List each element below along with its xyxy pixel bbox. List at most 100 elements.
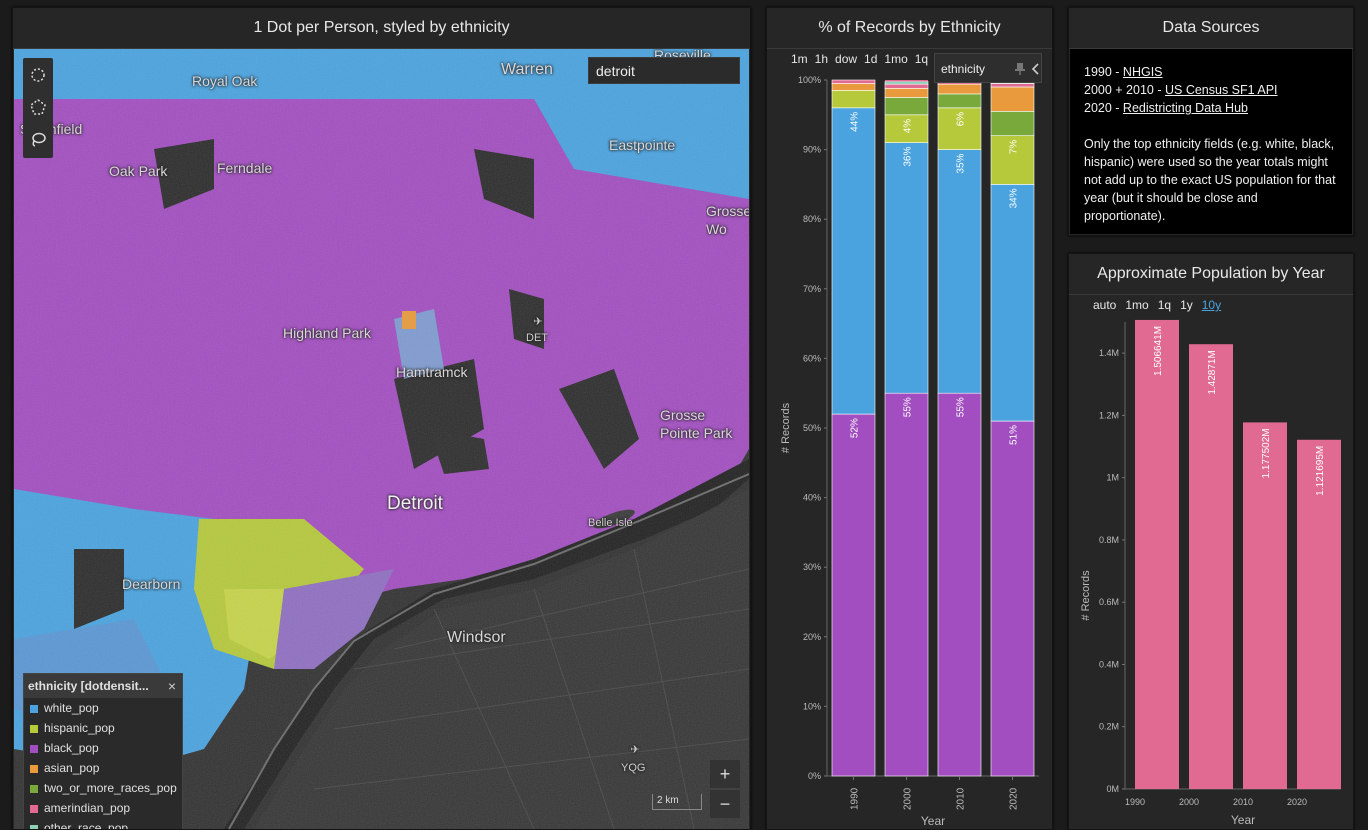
bar-segment-black_pop (831, 413, 876, 777)
legend-item-hispanic_pop[interactable]: hispanic_pop (24, 718, 182, 738)
bar-data-label: 52% (850, 418, 861, 438)
ethnicity-tab-dow[interactable]: dow (835, 52, 858, 66)
y-tick-label: 0.6M (1099, 597, 1119, 607)
x-tick-label: 2010 (956, 787, 967, 810)
x-tick-label: 2020 (1287, 797, 1307, 807)
legend-swatch (30, 744, 38, 753)
y-tick-label: 70% (803, 284, 821, 294)
legend-swatch (30, 804, 38, 813)
population-tab-auto[interactable]: auto (1093, 298, 1117, 312)
nhgis-link[interactable]: NHGIS (1122, 65, 1163, 79)
population-tab-1y[interactable]: 1y (1180, 298, 1193, 312)
y-tick-label: 50% (803, 423, 821, 433)
y-tick-label: 1.2M (1099, 410, 1119, 420)
y-tick-label: 80% (803, 214, 821, 224)
bar-data-label: 44% (850, 112, 861, 132)
legend-item-two_or_more_races_pop[interactable]: two_or_more_races_pop (24, 778, 182, 798)
ethnicity-tab-1q[interactable]: 1q (914, 52, 929, 66)
y-tick-label: 1M (1106, 473, 1119, 483)
map-label-highland-park: Highland Park (283, 325, 371, 341)
zoom-out-button[interactable]: − (710, 790, 740, 818)
bar-segment-asian_pop (884, 88, 929, 98)
bar-data-label: 36% (903, 147, 914, 167)
population-tab-1mo[interactable]: 1mo (1125, 298, 1149, 312)
ethnicity-tab-1mo[interactable]: 1mo (884, 52, 908, 66)
legend-header[interactable]: ethnicity [dotdensit... × (24, 674, 182, 698)
bar-data-label: 51% (1009, 425, 1020, 445)
zoom-in-button[interactable]: + (710, 760, 740, 788)
population-chart-panel: Approximate Population by Year auto 1mo 1q… (1068, 253, 1354, 830)
bar-segment-two_or_more_races_pop (937, 93, 982, 109)
y-tick-label: 60% (803, 353, 821, 363)
ethnicity-stacked-bar-chart[interactable]: 0% 10% 20% 30% 40% 50% 60% 70% 80% 90% 100% # Recor… (767, 68, 1052, 829)
y-tick-label: 0.4M (1099, 659, 1119, 669)
legend-item-black_pop[interactable]: black_pop (24, 738, 182, 758)
bar-segment-two_or_more_races_pop (990, 111, 1035, 136)
polygon-select-icon[interactable] (29, 98, 47, 116)
x-tick-label: 2020 (1009, 787, 1020, 810)
bar-segment-white_pop (831, 107, 876, 415)
map-panel: 1 Dot per Person, styled by ethnicity (12, 7, 751, 830)
y-tick-label: 0.8M (1099, 535, 1119, 545)
data-sources-title: Data Sources (1069, 8, 1353, 49)
x-tick-label: 2010 (1233, 797, 1253, 807)
legend-item-amerindian_pop[interactable]: amerindian_pop (24, 798, 182, 818)
population-tab-1q[interactable]: 1q (1157, 298, 1172, 312)
bar-segment-hispanic_pop (884, 114, 929, 143)
map-label-hamtramck: Hamtramck (396, 364, 468, 380)
map-search-input[interactable]: detroit (588, 57, 740, 84)
chevron-left-icon[interactable] (1031, 63, 1041, 75)
ethnicity-group-pill[interactable]: ethnicity (934, 53, 1042, 83)
source-2020-prefix: 2020 - (1084, 101, 1123, 115)
legend-label: white_pop (44, 701, 99, 715)
bar-data-label: 55% (903, 397, 914, 417)
bar-segment-amerindian_pop (831, 79, 876, 84)
bar-data-label: 6% (956, 112, 967, 127)
population-bar (1297, 439, 1341, 789)
y-tick-label: 20% (803, 632, 821, 642)
legend-item-other_race_pop[interactable]: other_race_pop (24, 818, 182, 829)
legend-item-white_pop[interactable]: white_pop (24, 698, 182, 718)
map-label-detroit: Detroit (387, 493, 443, 514)
map-canvas[interactable]: Royal Oak Warren Roseville Southfield Oa… (14, 49, 749, 829)
legend-close-icon[interactable]: × (167, 678, 176, 694)
map-label-oak-park: Oak Park (109, 163, 168, 179)
legend-label: black_pop (44, 741, 99, 755)
population-bar (1243, 422, 1287, 789)
source-1990-prefix: 1990 - (1084, 65, 1123, 79)
bar-segment-hispanic_pop (831, 90, 876, 109)
lasso-select-icon[interactable] (29, 130, 47, 148)
legend-title: ethnicity [dotdensit... (28, 679, 149, 693)
census-sf1-link[interactable]: US Census SF1 API (1164, 83, 1278, 97)
pin-icon[interactable] (1015, 63, 1025, 75)
circle-select-icon[interactable] (29, 66, 47, 84)
airport-icon-yqg: ✈ (630, 744, 640, 756)
bar-segment-black_pop (990, 420, 1035, 777)
population-tab-10y[interactable]: 10y (1201, 298, 1222, 312)
bar-value-label: 1.506641M (1153, 326, 1164, 376)
ethnicity-tab-1m[interactable]: 1m (791, 52, 808, 66)
data-sources-panel: Data Sources 1990 - NHGIS 2000 + 2010 - … (1068, 7, 1354, 236)
x-axis-label: Year (921, 814, 945, 828)
bar-value-label: 1.121695M (1315, 446, 1326, 496)
data-sources-note: Only the top ethnicity fields (e.g. whit… (1084, 137, 1336, 223)
bar-data-label: 4% (903, 119, 914, 134)
legend-item-asian_pop[interactable]: asian_pop (24, 758, 182, 778)
ethnicity-tab-1h[interactable]: 1h (814, 52, 829, 66)
map-panel-title: 1 Dot per Person, styled by ethnicity (13, 8, 750, 49)
ethnicity-tab-1d[interactable]: 1d (864, 52, 878, 66)
bar-segment-white_pop (884, 142, 929, 394)
y-tick-label: 0M (1106, 784, 1119, 794)
redistricting-hub-link[interactable]: Redistricting Data Hub (1122, 101, 1248, 115)
y-tick-label: 10% (803, 701, 821, 711)
population-bar-chart[interactable]: 0M 0.2M 0.4M 0.6M 0.8M 1M 1.2M 1.4M # Records Yea… (1069, 314, 1353, 829)
y-tick-label: 0% (808, 771, 821, 781)
legend-swatch (30, 784, 38, 793)
map-label-ferndale: Ferndale (217, 160, 273, 176)
population-chart-title: Approximate Population by Year (1069, 254, 1353, 295)
y-tick-label: 40% (803, 493, 821, 503)
y-tick-label: 0.2M (1099, 722, 1119, 732)
x-tick-label: 1990 (1125, 797, 1145, 807)
bar-segment-hispanic_pop (990, 135, 1035, 185)
